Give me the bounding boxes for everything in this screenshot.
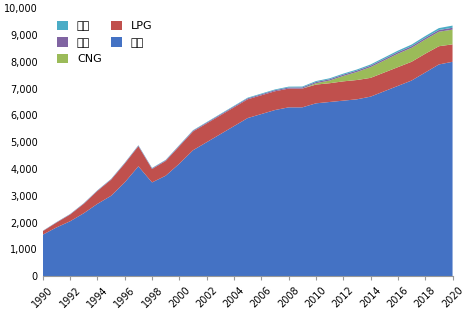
Legend: 기타, 전력, CNG, LPG, 유류: 기타, 전력, CNG, LPG, 유류 — [53, 16, 157, 69]
